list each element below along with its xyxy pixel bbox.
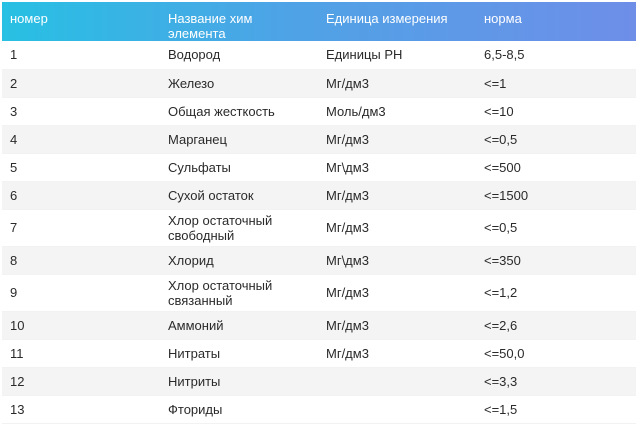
cell-name-line1: Хлор остаточный — [168, 277, 273, 293]
header-row: номер Название хим элемента Единица измер… — [2, 2, 636, 41]
cell-unit — [318, 395, 476, 424]
cell-norm: <=1500 — [476, 181, 636, 210]
cell-num: 5 — [2, 153, 160, 182]
cell-name: Общая жесткость — [160, 97, 318, 126]
cell-name: Нитриты — [160, 367, 318, 396]
cell-name: Железо — [160, 69, 318, 98]
cell-num: 8 — [2, 246, 160, 275]
cell-name: Фториды — [160, 395, 318, 424]
cell-name: Водород — [160, 41, 318, 70]
cell-norm: <=0,5 — [476, 125, 636, 154]
table-row: 12 Нитриты <=3,3 — [2, 367, 636, 396]
header-unit: Единица измерения — [326, 11, 448, 26]
cell-name: Нитраты — [160, 339, 318, 368]
table-row: 7 Хлор остаточный свободный Мг/дм3 <=0,5 — [2, 209, 636, 247]
cell-name-line1: Хлор остаточный — [168, 212, 273, 228]
cell-unit: Единицы PH — [318, 41, 476, 70]
cell-unit: Моль/дм3 — [318, 97, 476, 126]
table-row: 11 Нитраты Мг/дм3 <=50,0 — [2, 339, 636, 368]
table-row: 6 Сухой остаток Мг/дм3 <=1500 — [2, 181, 636, 210]
table-row: 9 Хлор остаточный связанный Мг/дм3 <=1,2 — [2, 274, 636, 312]
cell-norm: 6,5-8,5 — [476, 41, 636, 70]
cell-norm: <=0,5 — [476, 209, 636, 247]
cell-name: Сульфаты — [160, 153, 318, 182]
table-row: 5 Сульфаты Мг\дм3 <=500 — [2, 153, 636, 182]
cell-unit: Мг\дм3 — [318, 153, 476, 182]
cell-norm: <=50,0 — [476, 339, 636, 368]
cell-name-line2: связанный — [168, 292, 233, 308]
cell-unit: Мг/дм3 — [318, 181, 476, 210]
table-row: 2 Железо Мг/дм3 <=1 — [2, 69, 636, 98]
cell-num: 3 — [2, 97, 160, 126]
table-body: 1 Водород Единицы PH 6,5-8,5 2 Железо Мг/дм3 <=… — [2, 41, 636, 424]
table-row: 13 Фториды <=1,5 — [2, 395, 636, 424]
header-element-name-line1: Название хим — [168, 11, 253, 26]
header-norm: норма — [484, 11, 522, 26]
cell-norm: <=3,3 — [476, 367, 636, 396]
table-row: 10 Аммоний Мг/дм3 <=2,6 — [2, 311, 636, 340]
cell-num: 4 — [2, 125, 160, 154]
cell-unit: Мг/дм3 — [318, 209, 476, 247]
water-norms-table: номер Название хим элемента Единица измер… — [2, 2, 636, 424]
cell-name: Аммоний — [160, 311, 318, 340]
header-element-name-line2: элемента — [168, 26, 226, 41]
cell-num: 11 — [2, 339, 160, 368]
cell-num: 10 — [2, 311, 160, 340]
cell-num: 6 — [2, 181, 160, 210]
cell-num: 7 — [2, 209, 160, 247]
cell-num: 12 — [2, 367, 160, 396]
cell-name: Сухой остаток — [160, 181, 318, 210]
table-row: 4 Марганец Мг/дм3 <=0,5 — [2, 125, 636, 154]
cell-norm: <=1,2 — [476, 274, 636, 312]
table-container: номер Название хим элемента Единица измер… — [2, 2, 638, 424]
cell-unit: Мг/дм3 — [318, 339, 476, 368]
cell-norm: <=2,6 — [476, 311, 636, 340]
cell-name: Хлор остаточный свободный — [160, 209, 318, 247]
cell-name-line2: свободный — [168, 227, 235, 243]
cell-num: 13 — [2, 395, 160, 424]
cell-norm: <=10 — [476, 97, 636, 126]
cell-name: Хлорид — [160, 246, 318, 275]
cell-norm: <=350 — [476, 246, 636, 275]
cell-unit: Мг/дм3 — [318, 274, 476, 312]
header-element-name: Название хим элемента — [160, 2, 318, 41]
cell-norm: <=1,5 — [476, 395, 636, 424]
cell-name: Хлор остаточный связанный — [160, 274, 318, 312]
cell-num: 2 — [2, 69, 160, 98]
cell-unit — [318, 367, 476, 396]
cell-unit: Мг/дм3 — [318, 125, 476, 154]
table-row: 3 Общая жесткость Моль/дм3 <=10 — [2, 97, 636, 126]
table-header: номер Название хим элемента Единица измер… — [2, 2, 636, 41]
table-row: 8 Хлорид Мг\дм3 <=350 — [2, 246, 636, 275]
cell-num: 1 — [2, 41, 160, 70]
header-number: номер — [10, 11, 48, 26]
cell-unit: Мг/дм3 — [318, 69, 476, 98]
cell-unit: Мг/дм3 — [318, 311, 476, 340]
cell-unit: Мг\дм3 — [318, 246, 476, 275]
cell-num: 9 — [2, 274, 160, 312]
table-row: 1 Водород Единицы PH 6,5-8,5 — [2, 41, 636, 70]
cell-norm: <=500 — [476, 153, 636, 182]
cell-norm: <=1 — [476, 69, 636, 98]
cell-name: Марганец — [160, 125, 318, 154]
